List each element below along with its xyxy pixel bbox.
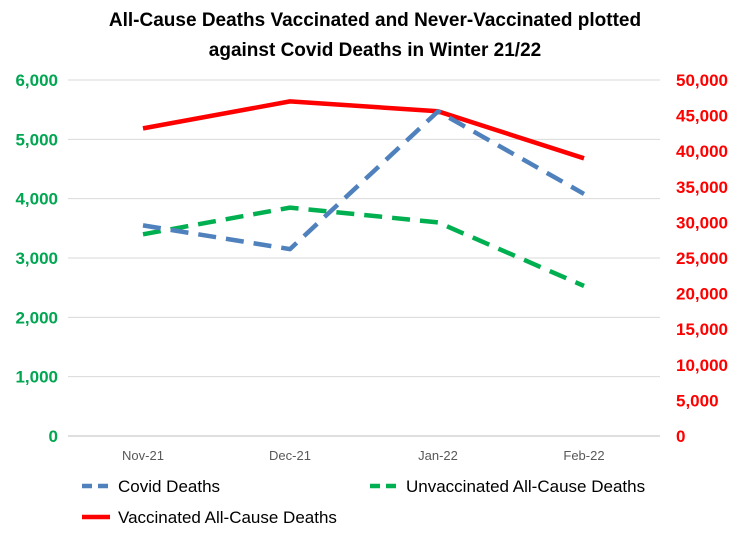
left-tick-label: 0 [49,427,58,446]
left-tick-label: 1,000 [15,368,58,387]
right-tick-label: 15,000 [676,320,728,339]
series-lines [142,99,586,288]
right-tick-label: 30,000 [676,213,728,232]
right-tick-label: 45,000 [676,107,728,126]
left-axis: 0 1,000 2,000 3,000 4,000 5,000 6,000 [15,71,58,446]
legend-label: Covid Deaths [118,477,220,496]
gridlines [68,79,660,437]
right-tick-label: 20,000 [676,285,728,304]
right-tick-label: 5,000 [676,391,719,410]
legend: Covid Deaths Unvaccinated All-Cause Death… [82,477,645,527]
chart-title-line-2: against Covid Deaths in Winter 21/22 [209,40,541,61]
series-line-unvaccinated-all-cause-deaths [142,205,585,288]
left-tick-label: 6,000 [15,71,58,90]
right-tick-label: 25,000 [676,249,728,268]
legend-label: Vaccinated All-Cause Deaths [118,508,337,527]
left-tick-label: 4,000 [15,190,58,209]
left-tick-label: 2,000 [15,308,58,327]
chart-title-line-1: All-Cause Deaths Vaccinated and Never-Va… [109,10,641,31]
right-tick-label: 0 [676,427,685,446]
x-tick-label: Jan-22 [418,448,458,463]
right-axis: 0 5,000 10,000 15,000 20,000 25,000 30,000 35,0… [676,71,728,446]
legend-label: Unvaccinated All-Cause Deaths [406,477,645,496]
x-tick-label: Feb-22 [563,448,604,463]
right-tick-label: 50,000 [676,71,728,90]
left-tick-label: 3,000 [15,249,58,268]
right-tick-label: 40,000 [676,142,728,161]
x-axis: Nov-21 Dec-21 Jan-22 Feb-22 [122,448,605,463]
series-line-vaccinated-all-cause-deaths [142,99,585,161]
x-tick-label: Nov-21 [122,448,164,463]
left-tick-label: 5,000 [15,130,58,149]
x-tick-label: Dec-21 [269,448,311,463]
right-tick-label: 10,000 [676,356,728,375]
series-line-covid-deaths [142,109,586,252]
right-tick-label: 35,000 [676,178,728,197]
